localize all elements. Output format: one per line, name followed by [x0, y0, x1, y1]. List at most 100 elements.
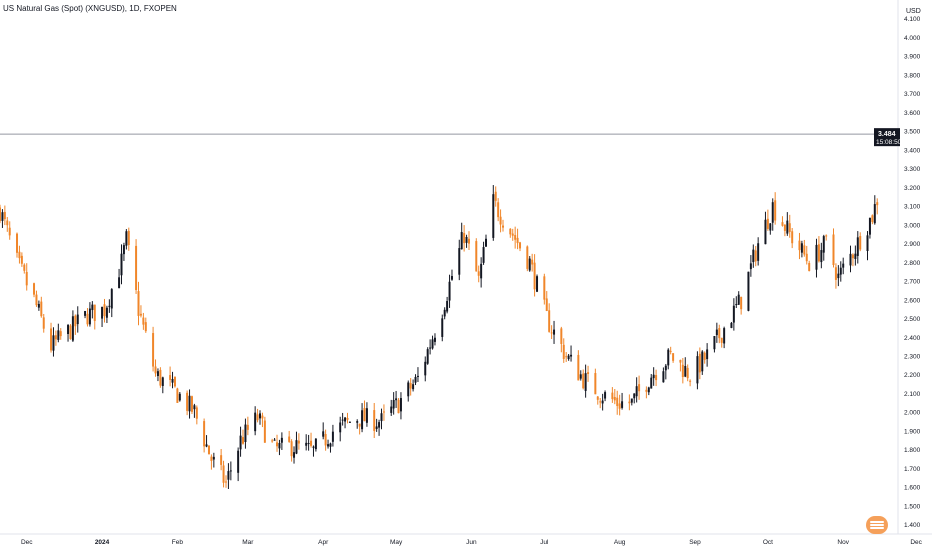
time-tick-label: Mar [242, 539, 254, 546]
candle-body [120, 253, 123, 276]
candle-body [628, 401, 631, 404]
candle-body [125, 231, 128, 246]
candle-body [297, 440, 300, 444]
candle-body [244, 424, 247, 443]
candle-body [310, 440, 313, 446]
candle-body [361, 410, 364, 430]
candle-body [74, 315, 77, 327]
price-axis[interactable]: 1.400 1.500 1.600 1.700 1.800 1.900 2.000 2.100… [904, 16, 921, 529]
candle-body [681, 364, 684, 378]
candle-body [815, 244, 818, 270]
candle-body [786, 220, 789, 234]
candle-body [560, 328, 563, 344]
candle-body [616, 397, 619, 407]
candle-body [737, 294, 740, 305]
price-tick-label: 1.700 [904, 466, 921, 473]
candle-body [553, 329, 556, 335]
candle-body [156, 371, 159, 377]
candle-body [533, 262, 536, 290]
candle-body [638, 384, 641, 392]
candle-body [749, 263, 752, 270]
candle-body [477, 271, 480, 276]
candle-body [446, 301, 449, 312]
candle-body [618, 403, 621, 409]
price-tick-label: 3.700 [904, 91, 921, 98]
candle-body [859, 236, 862, 250]
tradingview-logo-icon[interactable] [866, 516, 888, 534]
candle-body [118, 277, 121, 289]
candle-body [365, 408, 368, 423]
candle-body [409, 383, 412, 389]
candle-body [633, 393, 636, 399]
candle-body [873, 204, 876, 224]
candle-body [169, 375, 172, 380]
price-tick-label: 2.700 [904, 279, 921, 286]
time-tick-label: Feb [172, 539, 184, 546]
candle-body [139, 313, 142, 316]
time-tick-label: May [390, 539, 403, 546]
candle-body [684, 366, 687, 377]
candle-body [290, 441, 293, 457]
candle-body [516, 237, 519, 244]
candle-body [715, 329, 718, 336]
candle-body [769, 223, 772, 231]
candle-body [186, 392, 189, 411]
time-axis[interactable]: Dec 2024 Feb Mar Apr May Jun Jul Aug Sep Oct Nov Dec… [21, 539, 932, 546]
candle-body [514, 235, 517, 240]
time-tick-label: Jun [466, 539, 477, 546]
candle-body [288, 436, 291, 442]
candle-body [587, 372, 590, 375]
candle-body [390, 406, 393, 413]
candle-body [161, 377, 164, 386]
candle-body [686, 367, 689, 379]
candle-body [399, 398, 402, 412]
candle-body [395, 398, 398, 401]
candle-body [242, 437, 244, 444]
candle-body [307, 443, 310, 445]
candle-body [876, 202, 879, 206]
candle-body [339, 422, 342, 433]
candle-body [346, 417, 349, 420]
candle-body [57, 330, 60, 340]
candle-body [497, 202, 500, 218]
candle-body [378, 422, 381, 428]
candle-body [18, 251, 21, 259]
candle-body [599, 401, 602, 403]
time-tick-label: Jul [540, 539, 549, 546]
candle-body [565, 356, 568, 358]
candle-body [536, 276, 539, 292]
candle-body [101, 306, 104, 319]
candle-body [443, 309, 446, 317]
candle-body [324, 433, 327, 446]
candle-body [6, 220, 9, 226]
candle-body [652, 374, 655, 379]
candle-body [237, 450, 240, 473]
candle-body [142, 317, 145, 325]
candle-body [463, 233, 466, 244]
price-tick-label: 1.400 [904, 522, 921, 529]
candle-body [662, 371, 665, 383]
candle-body [25, 271, 28, 286]
candle-body [3, 211, 6, 220]
candle-body [723, 328, 726, 344]
candle-body [842, 263, 845, 268]
time-tick-label: Nov [837, 539, 849, 546]
candle-body [548, 310, 551, 332]
time-tick-label: Oct [763, 539, 773, 546]
candle-body [256, 414, 259, 421]
price-tick-label: 1.800 [904, 447, 921, 454]
price-tick-label: 3.300 [904, 166, 921, 173]
candle-body [766, 218, 769, 229]
candle-body [52, 335, 55, 351]
candle-body [499, 216, 502, 225]
candle-body [854, 253, 857, 259]
candle-body [246, 424, 249, 430]
candle-body [856, 237, 859, 256]
candle-body [817, 244, 820, 262]
candle-body [851, 254, 854, 259]
candle-body [834, 267, 837, 280]
candle-body [601, 400, 604, 404]
candle-body [577, 354, 580, 381]
price-tick-label: 1.500 [904, 503, 921, 510]
